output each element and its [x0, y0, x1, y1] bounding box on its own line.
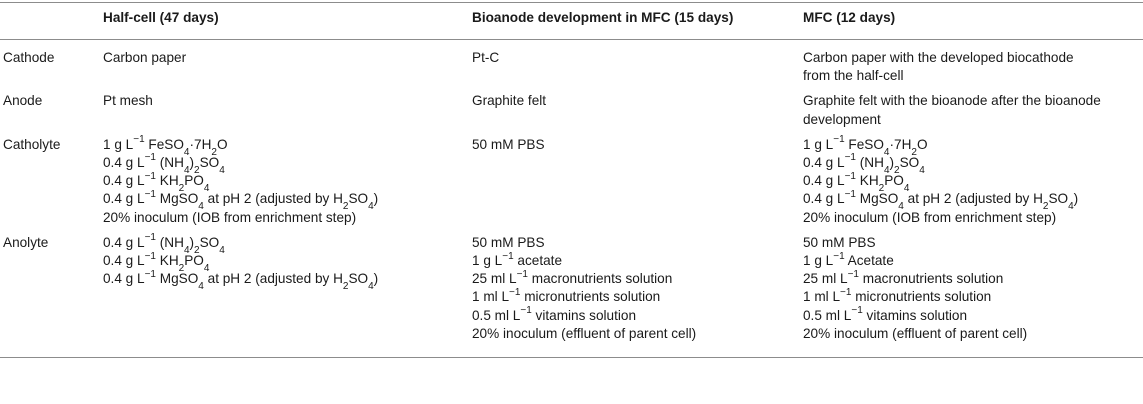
cell-line: 0.5 ml L−1 vitamins solution — [472, 305, 637, 323]
data-table: Half-cell (47 days) Bioanode development… — [0, 2, 1143, 359]
table-cell: 50 mM PBS 1 g L−1 acetate 25 ml L−1 macron… — [472, 229, 803, 359]
cell-line: 20% inoculum (IOB from enrichment step) — [103, 209, 357, 225]
header-mfc: MFC (12 days) — [803, 2, 1143, 40]
cell-line: 0.4 g L−1 MgSO4 at pH 2 (adjusted by H2S… — [103, 188, 379, 213]
cell-line: 50 mM PBS — [803, 234, 876, 250]
table-cell: 1 g L−1 FeSO4·7H2O 0.4 g L−1 (NH4)2SO4 0.4… — [103, 132, 472, 230]
cell-line: Pt mesh — [103, 93, 153, 109]
cell-line: 20% inoculum (effluent of parent cell) — [472, 325, 697, 341]
cell-line: 0.4 g L−1 (NH4)2SO4 — [803, 152, 925, 176]
table-row: Anolyte 0.4 g L−1 (NH4)2SO4 0.4 g L−1 KH2P… — [0, 229, 1143, 359]
cell-line: 0.4 g L−1 KH2PO4 — [803, 170, 910, 194]
table-row: Cathode Carbon paper Pt-C Carbon paper with… — [0, 40, 1143, 89]
table-cell: 1 g L−1 FeSO4·7H2O 0.4 g L−1 (NH4)2SO4 0.4… — [803, 132, 1143, 230]
cell-line: 0.4 g L−1 (NH4)2SO4 — [103, 152, 225, 176]
cell-line: Carbon paper — [103, 50, 187, 65]
table-cell: 50 mM PBS 1 g L−1 Acetate 25 ml L−1 macron… — [803, 229, 1143, 359]
row-label: Catholyte — [3, 136, 61, 152]
cell-line: Graphite felt with the bioanode after th… — [803, 93, 1101, 109]
cell-line: Graphite felt — [472, 93, 547, 109]
cell-line: 0.4 g L−1 (NH4)2SO4 — [103, 232, 225, 256]
cell-line: 50 mM PBS — [472, 234, 545, 250]
cell-line: 0.4 g L−1 KH2PO4 — [103, 170, 210, 194]
cell-line: 0.4 g L−1 MgSO4 at pH 2 (adjusted by H2S… — [103, 268, 379, 292]
table-cell: 0.4 g L−1 (NH4)2SO4 0.4 g L−1 KH2PO4 0.4 g… — [103, 229, 472, 359]
cell-line: 1 g L−1 FeSO4·7H2O — [103, 134, 228, 158]
row-label: Anolyte — [0, 229, 103, 359]
table-cell: Graphite felt — [472, 88, 803, 131]
table-cell: Graphite felt with the bioanode after th… — [803, 88, 1143, 131]
header-half-cell: Half-cell (47 days) — [103, 2, 472, 40]
cell-line: 0.4 g L−1 KH2PO4 — [103, 250, 210, 274]
cell-line: Pt-C — [472, 50, 500, 65]
cell-line: 25 ml L−1 macronutrients solution — [803, 268, 1004, 287]
cell-line: 1 g L−1 FeSO4·7H2O — [803, 134, 928, 158]
cell-line: 1 g L−1 Acetate — [803, 250, 894, 269]
cell-line: 0.5 ml L−1 vitamins solution — [803, 305, 968, 323]
table-cell: 50 mM PBS — [472, 132, 803, 230]
cell-line: 25 ml L−1 macronutrients solution — [472, 268, 673, 287]
table-cell: Pt-C — [472, 40, 803, 89]
cell-line: Carbon paper with the developed biocatho… — [803, 50, 1074, 65]
table-cell: Carbon paper with the developed biocatho… — [803, 40, 1143, 89]
header-row: Half-cell (47 days) Bioanode development… — [0, 2, 1143, 40]
cell-line: 1 ml L−1 micronutrients solution — [803, 286, 992, 305]
cell-line: 0.4 g L−1 MgSO4 at pH 2 (adjusted by H2S… — [803, 188, 1079, 213]
row-label: Cathode — [3, 50, 55, 65]
cell-line: 20% inoculum (effluent of parent cell) — [803, 325, 1028, 341]
cell-line: 20% inoculum (IOB from enrichment step) — [803, 209, 1057, 225]
cell-line: 1 g L−1 acetate — [472, 250, 563, 269]
table-body: Cathode Carbon paper Pt-C Carbon paper with… — [0, 40, 1143, 359]
row-label: Anode — [3, 93, 43, 109]
table-row: Catholyte 1 g L−1 FeSO4·7H2O 0.4 g L−1 (NH… — [0, 132, 1143, 230]
header-bioanode-development: Bioanode development in MFC (15 days) — [472, 2, 803, 40]
cell-line: 50 mM PBS — [472, 136, 545, 152]
header-cell-0 — [0, 2, 103, 40]
cell-line: 1 ml L−1 micronutrients solution — [472, 286, 661, 305]
table-row: Anode Pt mesh Graphite felt Graphite felt w… — [0, 88, 1143, 131]
cell-line: development — [803, 111, 881, 127]
cell-line: from the half-cell — [803, 68, 904, 84]
table-cell: Pt mesh — [103, 88, 472, 131]
table-cell: Carbon paper — [103, 40, 472, 89]
